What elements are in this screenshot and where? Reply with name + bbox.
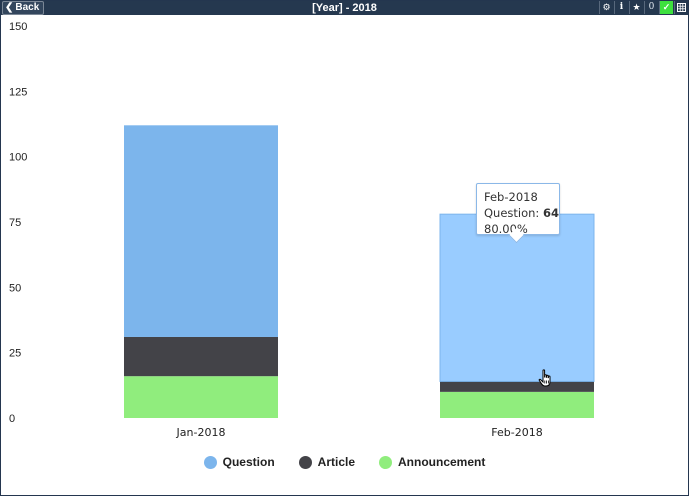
tooltip-series-line: Question: 64: [484, 205, 559, 221]
bar-segment-announcement[interactable]: [440, 391, 594, 418]
y-tick-label: 25: [9, 348, 21, 360]
x-axis: Jan-2018 Feb-2018: [176, 426, 543, 439]
gear-icon[interactable]: ⚙: [599, 1, 613, 14]
legend-item-question[interactable]: Question: [203, 455, 275, 469]
y-axis: 0 25 50 75 100 125 150: [9, 21, 27, 425]
window-title: [Year] - 2018: [312, 2, 377, 14]
tooltip-series-label: Question:: [484, 206, 543, 220]
checkmark-icon[interactable]: ✓: [659, 1, 673, 14]
back-button-label: Back: [15, 2, 40, 13]
legend-dot-icon: [298, 455, 312, 469]
bar-series: [124, 125, 595, 418]
legend-item-article[interactable]: Article: [298, 455, 356, 469]
bar-segment-question[interactable]: [124, 125, 278, 337]
y-tick-label: 50: [9, 282, 21, 294]
chevron-left-icon: ❮: [5, 2, 14, 13]
hand-cursor-icon: [538, 369, 551, 387]
stacked-bar-chart: 0 25 50 75 100 125 150 Jan-2018 Feb-2018: [9, 21, 595, 439]
title-bar: ❮ Back [Year] - 2018 ⚙ i ★ 0 ✓: [1, 1, 688, 15]
y-tick-label: 150: [9, 21, 27, 33]
legend-label: Article: [317, 455, 356, 469]
chart-legend: Question Article Announcement: [0, 455, 689, 469]
y-tick-label: 0: [9, 413, 15, 425]
toolbar: ⚙ i ★ 0 ✓: [598, 1, 688, 15]
tooltip-category: Feb-2018: [484, 190, 538, 204]
info-icon[interactable]: i: [614, 1, 628, 14]
legend-dot-icon: [379, 455, 393, 469]
chart-tooltip: Feb-2018 Question: 64 80.00%: [476, 183, 560, 244]
y-tick-label: 75: [9, 217, 21, 229]
count-indicator: 0: [644, 1, 658, 14]
legend-item-announcement[interactable]: Announcement: [379, 455, 485, 469]
x-tick-label: Jan-2018: [176, 426, 226, 439]
legend-label: Announcement: [398, 455, 486, 469]
legend-label: Question: [222, 455, 275, 469]
bar-segment-announcement[interactable]: [124, 376, 278, 418]
bar-segment-article[interactable]: [124, 336, 278, 377]
y-tick-label: 100: [9, 152, 27, 164]
tooltip-value: 64: [542, 206, 559, 220]
x-tick-label: Feb-2018: [491, 426, 542, 439]
y-tick-label: 125: [9, 86, 27, 98]
grid-icon[interactable]: [674, 1, 688, 14]
back-button[interactable]: ❮ Back: [2, 1, 45, 15]
bar-segment-article[interactable]: [440, 381, 594, 392]
legend-dot-icon: [203, 455, 217, 469]
star-icon[interactable]: ★: [629, 1, 643, 14]
